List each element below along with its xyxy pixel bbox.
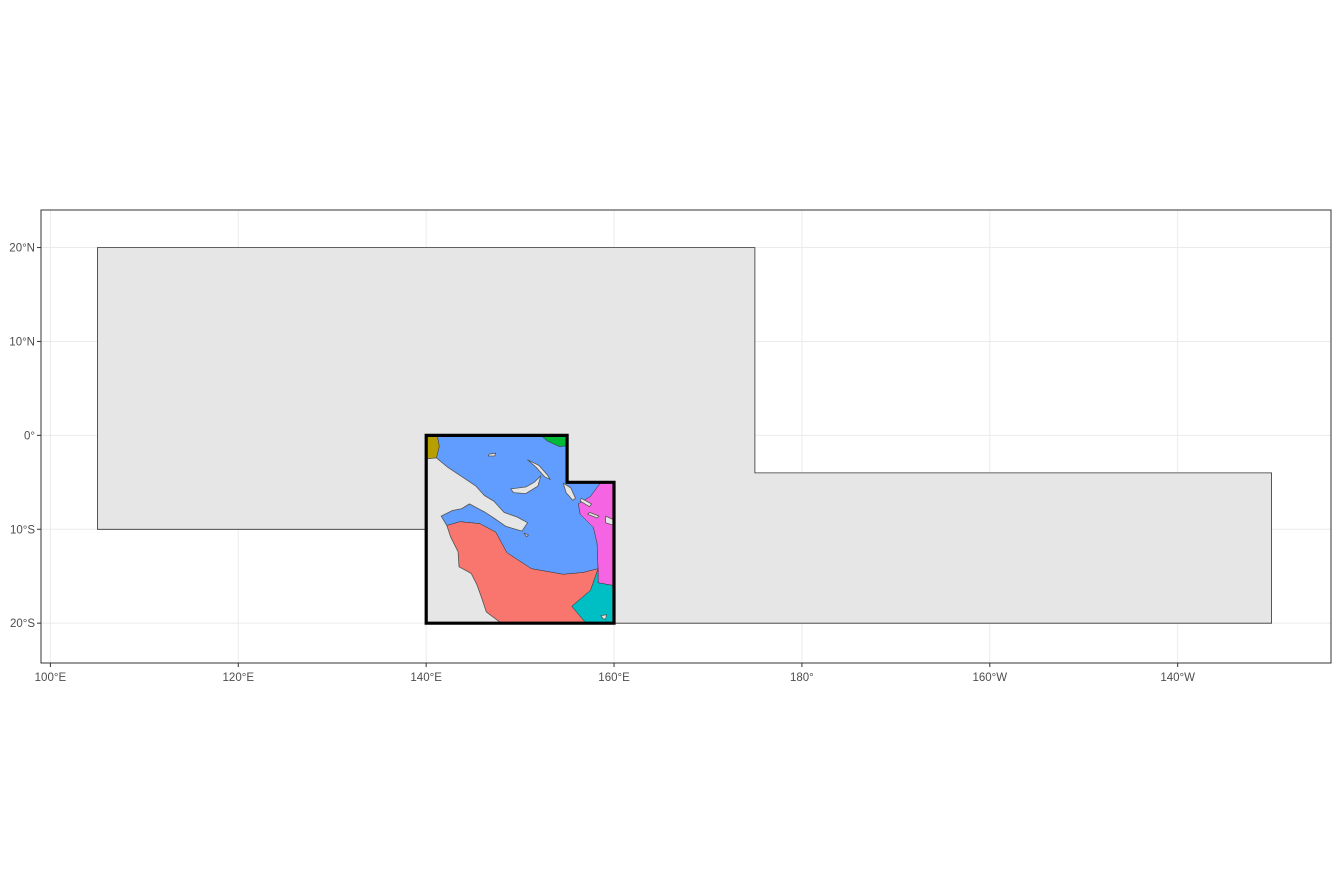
y-tick-label: 10°N	[9, 336, 35, 348]
land-polygon-6	[587, 512, 600, 519]
highlight-region-outline	[424, 433, 616, 625]
x-tick-label: 100°E	[35, 672, 67, 684]
outer-region-layer	[97, 247, 1272, 624]
outer-region-polygon	[97, 247, 1272, 624]
colored-zones-layer	[425, 435, 615, 624]
y-tick-label: 20°S	[10, 618, 35, 630]
y-tick-label: 10°S	[10, 524, 35, 536]
x-tick-label: 180°	[790, 672, 814, 684]
land-polygon-2	[527, 459, 551, 480]
land-polygon-5	[579, 497, 592, 508]
panel-border	[40, 209, 1332, 664]
land-layer	[425, 452, 615, 624]
land-polygon-1	[510, 475, 542, 495]
x-axis: 100°E 120°E 140°E 160°E 180° 160°W 140°W	[35, 663, 1195, 684]
y-tick-label: 20°N	[9, 243, 35, 255]
x-tick-label: 140°W	[1160, 672, 1195, 684]
land-polygon-3	[487, 452, 497, 457]
land-polygon-0	[425, 457, 528, 624]
highlight-region-layer	[424, 433, 616, 625]
y-axis: 20°N 10°N 0° 10°S 20°S	[9, 243, 41, 630]
x-tick-label: 160°W	[972, 672, 1007, 684]
land-polygon-10	[600, 614, 607, 620]
x-tick-label: 120°E	[223, 672, 255, 684]
y-tick-label: 0°	[24, 430, 35, 442]
x-tick-label: 140°E	[410, 672, 442, 684]
land-polygon-4	[562, 482, 576, 501]
x-tick-label: 160°E	[598, 672, 630, 684]
land-polygon-9	[523, 532, 529, 538]
